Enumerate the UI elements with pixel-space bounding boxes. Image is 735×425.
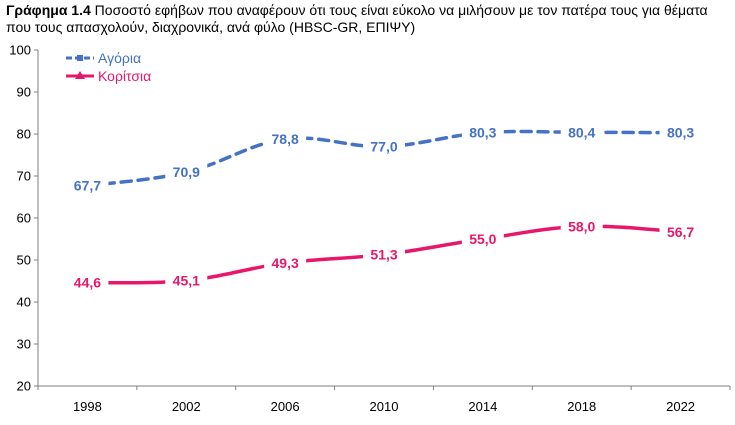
data-label-bg xyxy=(560,216,603,236)
x-tick-label: 2014 xyxy=(468,399,497,414)
data-label: 67,7 xyxy=(74,178,101,194)
data-label-bg xyxy=(264,129,307,149)
y-tick-label: 30 xyxy=(17,337,31,352)
data-label-bg xyxy=(461,229,504,248)
data-label: 80,3 xyxy=(667,125,694,141)
data-label: 45,1 xyxy=(173,273,200,289)
data-label-bg xyxy=(363,244,405,264)
data-label: 70,9 xyxy=(173,164,200,180)
x-tick-label: 2010 xyxy=(370,399,399,414)
y-tick-label: 70 xyxy=(17,169,31,184)
data-label-bg xyxy=(363,136,405,156)
x-tick-label: 2022 xyxy=(666,399,695,414)
y-tick-label: 50 xyxy=(17,253,31,268)
data-label-bg xyxy=(461,122,504,142)
y-tick-label: 90 xyxy=(17,85,31,100)
data-label: 80,3 xyxy=(469,125,496,141)
data-label-bg xyxy=(264,252,307,272)
legend-label: Αγόρια xyxy=(98,50,141,66)
y-tick-label: 100 xyxy=(9,43,31,58)
data-label: 51,3 xyxy=(370,247,397,263)
data-label-bg xyxy=(66,272,109,292)
data-label-bg xyxy=(165,162,208,182)
x-tick-label: 2002 xyxy=(172,399,201,414)
data-label: 77,0 xyxy=(370,139,397,155)
x-tick-label: 2006 xyxy=(271,399,300,414)
data-label: 44,6 xyxy=(74,275,101,291)
data-label-bg xyxy=(560,122,603,142)
y-tick-label: 40 xyxy=(17,295,31,310)
y-tick-label: 80 xyxy=(17,127,31,142)
x-tick-label: 2018 xyxy=(567,399,596,414)
chart-title-text: Ποσοστό εφήβων που αναφέρουν ότι τους εί… xyxy=(6,2,708,35)
y-tick-label: 20 xyxy=(17,379,31,394)
data-label: 49,3 xyxy=(272,255,299,271)
data-label-bg xyxy=(659,122,702,142)
chart-title-label: Γράφημα 1.4 xyxy=(6,2,91,18)
chart-title: Γράφημα 1.4 Ποσοστό εφήβων που αναφέρουν… xyxy=(6,2,731,36)
data-label-bg xyxy=(165,270,208,290)
data-label: 55,0 xyxy=(469,231,496,247)
data-label: 78,8 xyxy=(272,131,299,147)
data-label: 56,7 xyxy=(667,224,694,240)
data-label-bg xyxy=(659,221,702,241)
legend-marker-square xyxy=(77,55,83,61)
legend-marker-triangle xyxy=(75,71,85,79)
x-tick-label: 1998 xyxy=(73,399,102,414)
data-label-bg xyxy=(66,175,109,195)
legend-label: Κορίτσια xyxy=(98,68,151,84)
data-label: 80,4 xyxy=(568,124,595,140)
data-label: 58,0 xyxy=(568,218,595,234)
y-tick-label: 60 xyxy=(17,211,31,226)
